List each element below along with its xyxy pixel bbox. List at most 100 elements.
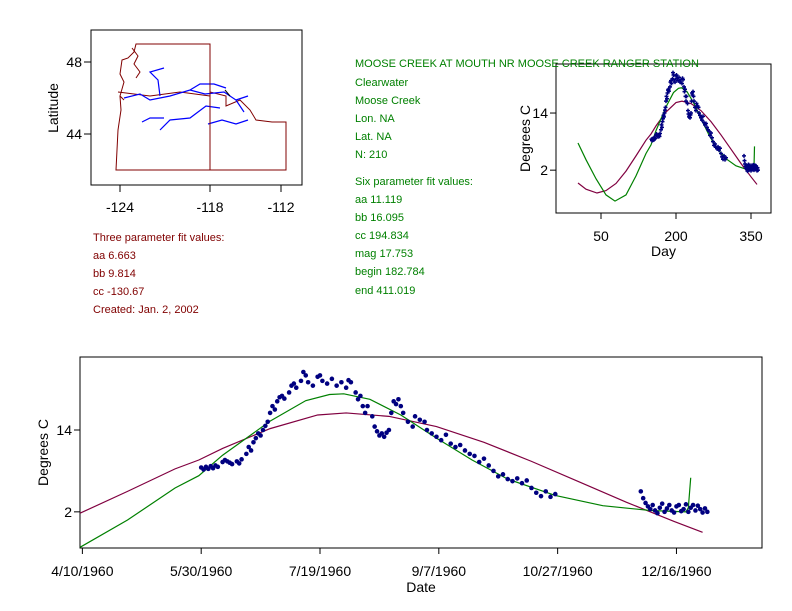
data-point xyxy=(253,435,259,441)
data-point xyxy=(417,417,423,423)
plot-frame xyxy=(555,63,772,214)
data-point xyxy=(365,403,370,409)
data-point xyxy=(343,385,349,390)
data-point xyxy=(320,378,325,384)
data-point xyxy=(246,444,252,450)
data-point xyxy=(481,456,487,461)
map-ylabel: Latitude xyxy=(45,83,61,133)
data-point xyxy=(663,105,668,110)
data-point xyxy=(424,427,430,433)
x-tick-label: 350 xyxy=(739,228,763,244)
station-lat: Lat. NA xyxy=(355,131,392,143)
x-axis-label: Day xyxy=(651,243,676,259)
data-point xyxy=(524,478,530,483)
six-fit-bb: bb 16.095 xyxy=(355,212,404,224)
six-param-fit-line xyxy=(79,393,692,548)
data-point xyxy=(251,439,256,445)
y-tick-label: 14 xyxy=(532,105,548,121)
data-point xyxy=(355,396,361,402)
data-point xyxy=(310,383,316,388)
x-tick-label: 9/7/1960 xyxy=(412,563,467,579)
data-point xyxy=(360,403,366,409)
station-lon: Lon. NA xyxy=(355,113,395,125)
data-point xyxy=(519,480,525,486)
three-fit-cc: cc -130.67 xyxy=(93,286,145,298)
data-point xyxy=(410,424,415,429)
data-point xyxy=(372,424,377,429)
date-plot: 4/10/1960 5/30/1960 7/19/1960 9/7/1960 10/27… xyxy=(35,356,763,595)
data-point xyxy=(693,105,697,110)
data-point xyxy=(500,472,506,477)
data-point xyxy=(659,127,663,132)
data-point xyxy=(662,509,667,515)
data-point xyxy=(467,451,473,457)
data-point xyxy=(236,461,242,466)
data-point xyxy=(708,133,712,138)
river-network xyxy=(123,67,249,131)
map-frame xyxy=(90,29,303,186)
data-point xyxy=(705,125,709,130)
data-point xyxy=(685,101,690,106)
station-stream: Moose Creek xyxy=(355,95,421,107)
data-point xyxy=(693,508,698,513)
map-xtick: -118 xyxy=(197,199,224,215)
data-point xyxy=(655,510,660,516)
six-fit-end: end 411.019 xyxy=(355,285,416,297)
data-point xyxy=(682,84,686,89)
x-axis-label: Date xyxy=(406,579,436,595)
data-point xyxy=(543,489,549,494)
data-point xyxy=(664,506,670,511)
data-point xyxy=(691,89,695,94)
map-xtick: -124 xyxy=(106,199,134,215)
data-point xyxy=(724,155,728,160)
data-point xyxy=(681,506,686,512)
data-point xyxy=(298,378,304,384)
data-point xyxy=(381,434,387,440)
data-point xyxy=(514,476,520,481)
six-param-fit-line xyxy=(577,87,756,202)
six-fit-mag: mag 17.753 xyxy=(355,248,414,260)
data-point xyxy=(662,114,666,119)
data-point xyxy=(510,478,515,484)
y-axis-label: Degrees C xyxy=(35,419,51,486)
y-tick-label: 2 xyxy=(64,504,72,520)
data-point xyxy=(324,381,330,386)
data-point xyxy=(339,379,344,385)
map-ytick: 44 xyxy=(66,126,82,142)
data-point xyxy=(422,419,427,425)
y-tick-label: 14 xyxy=(56,422,72,438)
data-point xyxy=(443,432,449,438)
data-point xyxy=(362,410,368,416)
data-point xyxy=(668,84,672,89)
created-date: Created: Jan. 2, 2002 xyxy=(93,304,199,316)
coastline-detail xyxy=(119,47,141,101)
data-point xyxy=(700,118,704,123)
x-tick-label: 12/16/1960 xyxy=(641,563,711,579)
data-point xyxy=(533,490,539,496)
data-point xyxy=(660,125,664,130)
data-point xyxy=(653,136,657,141)
data-point xyxy=(329,376,335,382)
data-point xyxy=(317,373,323,378)
data-point xyxy=(667,502,672,508)
data-point xyxy=(248,448,254,453)
station-marker xyxy=(224,89,231,97)
data-point xyxy=(462,448,468,453)
data-point xyxy=(374,429,380,434)
six-fit-begin: begin 182.784 xyxy=(355,266,425,278)
data-point xyxy=(472,453,477,459)
data-point xyxy=(353,390,358,395)
station-n: N: 210 xyxy=(355,149,388,161)
data-point xyxy=(702,506,708,511)
data-point xyxy=(263,423,268,429)
data-point xyxy=(358,393,363,399)
data-point xyxy=(684,94,689,99)
data-point xyxy=(684,99,688,104)
data-point xyxy=(659,501,665,506)
six-fit-title: Six parameter fit values: xyxy=(355,176,473,188)
data-point xyxy=(495,474,501,479)
data-point xyxy=(379,431,385,436)
data-point xyxy=(657,505,663,511)
data-point xyxy=(348,379,354,385)
y-tick-label: 2 xyxy=(540,162,548,178)
